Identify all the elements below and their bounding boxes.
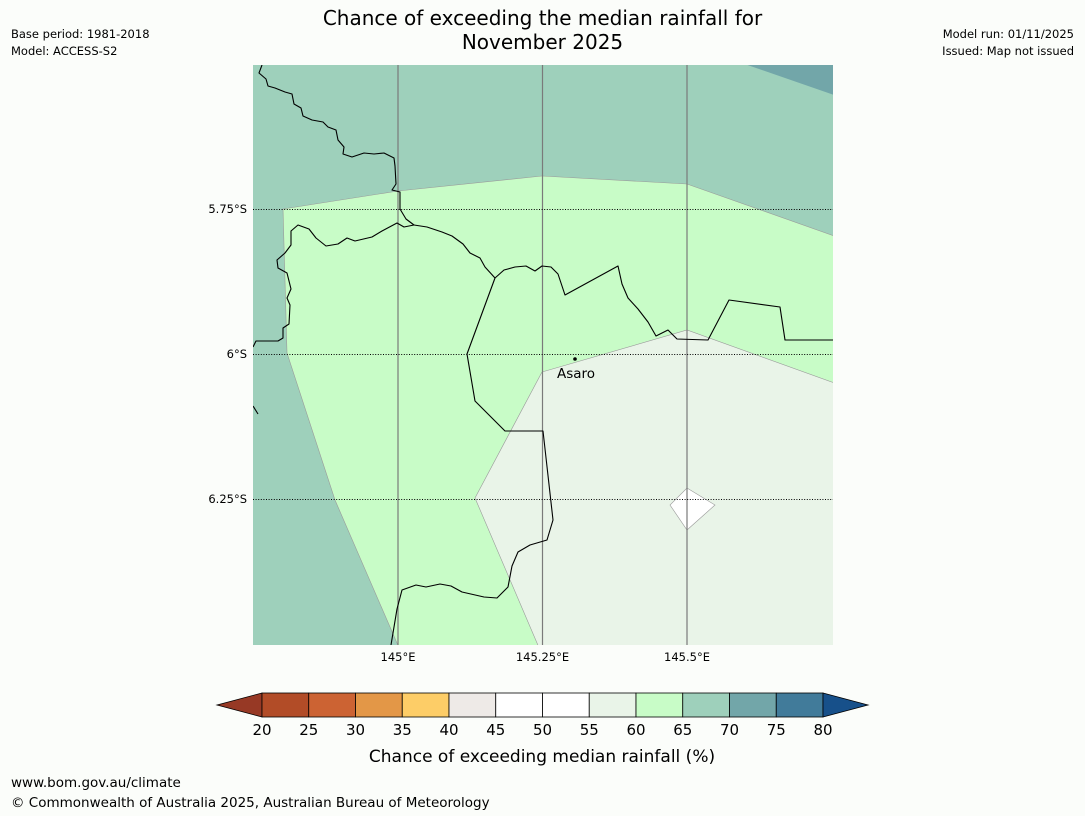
zone-65 [283, 176, 833, 645]
border-ridge [413, 224, 833, 341]
border-central [390, 277, 554, 645]
colorbar-label: Chance of exceeding median rainfall (%) [369, 747, 715, 767]
colorbar-tick-label: 30 [346, 721, 365, 739]
meta-right: Model run: 01/11/2025 Issued: Map not is… [942, 26, 1074, 60]
latitude-axis-labels: 5.75°S 6°S 6.25°S [208, 202, 247, 506]
map-title: Chance of exceeding the median rainfall … [0, 6, 1085, 54]
border-stub [253, 405, 259, 415]
colorbar-segment [401, 692, 450, 718]
asaro-label: Asaro [557, 366, 595, 382]
zone-55 [475, 330, 833, 645]
colorbar-segment [308, 692, 356, 718]
province-borders [253, 65, 833, 645]
parallels [253, 209, 833, 500]
colorbar-tick-label: 70 [720, 721, 739, 739]
colorbar-tick-label: 50 [533, 721, 552, 739]
issued-status: Issued: Map not issued [942, 44, 1074, 58]
lon-label-145e: 145°E [381, 650, 416, 664]
zone-75 [747, 65, 833, 95]
colorbar-segment [495, 692, 543, 718]
lon-label-145-25e: 145.25°E [516, 650, 569, 664]
colorbar-segment [448, 692, 497, 718]
map-plot-area [253, 65, 833, 645]
lat-label-6-25s: 6.25°S [208, 492, 247, 506]
meridians [397, 65, 688, 645]
colorbar-segment [682, 692, 730, 718]
lat-label-5-75s: 5.75°S [208, 202, 247, 216]
model-name: Model: ACCESS-S2 [11, 44, 118, 58]
meta-left: Base period: 1981-2018 Model: ACCESS-S2 [11, 26, 150, 60]
lat-label-6s: 6°S [227, 347, 247, 361]
colorbar-segment [355, 692, 403, 718]
colorbar-tick-label: 80 [813, 721, 832, 739]
title-line-2: November 2025 [461, 30, 624, 54]
model-run: Model run: 01/11/2025 [942, 27, 1074, 41]
colorbar-tick-label: 45 [486, 721, 505, 739]
longitude-axis-labels: 145°E 145.25°E 145.5°E [381, 650, 710, 664]
title-line-1: Chance of exceeding the median rainfall … [322, 6, 763, 30]
colorbar-tick-label: 40 [439, 721, 458, 739]
colorbar-legend: 20 25 30 35 40 45 50 55 60 65 70 75 80 [215, 692, 870, 739]
colorbar-segment [729, 692, 777, 718]
colorbar-tick-label: 20 [252, 721, 271, 739]
border-west [253, 65, 415, 348]
base-period: Base period: 1981-2018 [11, 27, 150, 41]
colorbar-tick-label: 65 [673, 721, 692, 739]
colorbar-segment [542, 692, 590, 718]
lon-label-145-5e: 145.5°E [664, 650, 710, 664]
footer-copyright: © Commonwealth of Australia 2025, Austra… [11, 795, 490, 811]
colorbar-segment [775, 692, 824, 718]
place-marker-asaro: Asaro [557, 357, 595, 382]
colorbar-tick-label: 25 [299, 721, 318, 739]
colorbar-extend-high [822, 692, 870, 718]
colorbar-tick-label: 60 [626, 721, 645, 739]
colorbar-tick-label: 55 [580, 721, 599, 739]
colorbar-segment [635, 692, 684, 718]
colorbar-tick-label: 35 [393, 721, 412, 739]
colorbar-segment [588, 692, 637, 718]
colorbar-extend-low [215, 692, 263, 718]
colorbar-tick-label: 75 [767, 721, 786, 739]
colorbar-segment [261, 692, 310, 718]
asaro-dot [573, 357, 577, 361]
footer-url: www.bom.gov.au/climate [11, 775, 181, 791]
